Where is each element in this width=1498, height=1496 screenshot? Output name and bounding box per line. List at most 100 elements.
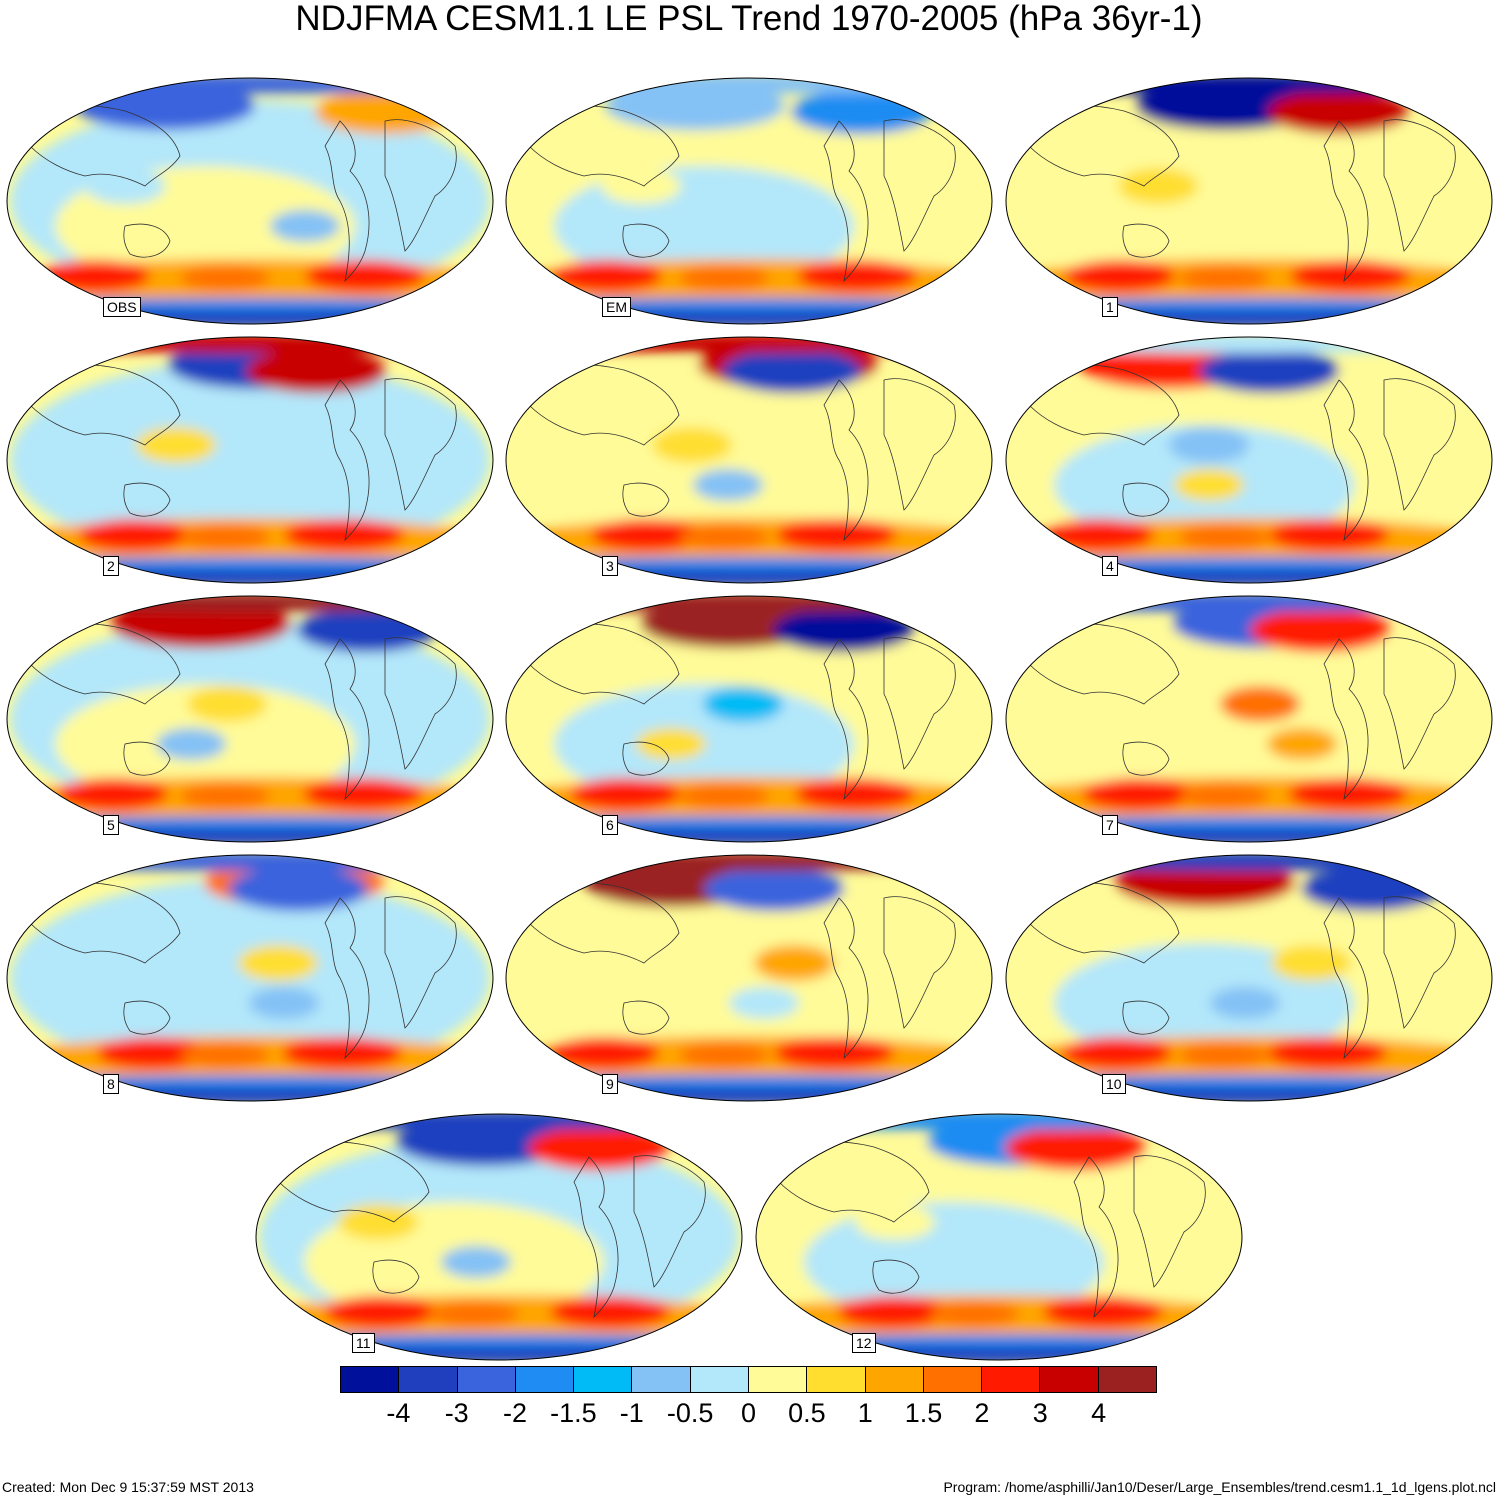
colorbar-tick-label: -1.5 <box>550 1398 597 1428</box>
program-path: Program: /home/asphilli/Jan10/Deser/Larg… <box>943 1479 1496 1495</box>
trend-contour <box>652 427 732 463</box>
map-panel: 12 <box>754 1112 1244 1362</box>
colorbar-swatch <box>632 1367 691 1392</box>
trend-contour <box>722 349 862 393</box>
trend-contour <box>55 425 355 545</box>
robinson-map <box>505 595 993 843</box>
trend-contour <box>506 596 984 612</box>
trend-contour <box>528 1126 668 1170</box>
colorbar-tick-label: 1.5 <box>904 1398 943 1428</box>
trend-contour <box>773 608 913 652</box>
colorbar-swatch <box>1098 1367 1156 1392</box>
trend-contour <box>1288 778 1408 810</box>
trend-contour <box>7 78 485 94</box>
trend-contour <box>187 686 267 722</box>
colorbar-tick-label: -3 <box>444 1398 469 1428</box>
trend-contour <box>429 1302 519 1326</box>
map-panel: 3 <box>504 335 994 585</box>
trend-contour <box>679 784 769 808</box>
trend-contour <box>703 686 783 722</box>
trend-contour <box>111 600 291 648</box>
colorbar-tick-label: -2 <box>503 1398 528 1428</box>
coastline <box>1023 882 1456 1060</box>
trend-contour <box>284 519 404 551</box>
coastline <box>773 1141 1206 1319</box>
map-border <box>1005 77 1493 325</box>
trend-contour <box>1179 784 1269 808</box>
coastline <box>24 623 457 801</box>
trend-contour <box>1231 210 1301 242</box>
map-border <box>1005 595 1493 843</box>
panel-label: EM <box>602 297 631 317</box>
trend-contour <box>180 266 270 290</box>
robinson-map <box>1005 336 1493 584</box>
trend-contour <box>1062 1037 1172 1069</box>
coastline <box>523 623 956 801</box>
colorbar-tick-label: 2 <box>974 1398 990 1428</box>
trend-contour <box>1009 298 1489 310</box>
trend-contour <box>213 469 283 501</box>
trend-contour <box>1220 686 1300 722</box>
trend-contour <box>1009 816 1489 828</box>
trend-contour <box>270 210 340 242</box>
trend-contour <box>550 1296 670 1328</box>
panel-label: 3 <box>602 556 618 576</box>
map-border <box>755 1113 1243 1361</box>
colorbar-tick-label: -4 <box>386 1398 411 1428</box>
trend-contour <box>601 168 681 204</box>
trend-contour <box>704 867 844 911</box>
trend-contour <box>552 260 662 292</box>
trend-contour <box>228 867 368 911</box>
trend-contour <box>1006 337 1484 353</box>
colorbar-swatch <box>982 1367 1041 1392</box>
colorbar-swatch <box>923 1367 983 1392</box>
trend-contour <box>929 1302 1019 1326</box>
coastline <box>1023 105 1456 283</box>
trend-contour <box>549 1037 659 1069</box>
trend-contour <box>693 469 763 501</box>
map-border <box>505 854 993 1102</box>
colorbar-swatch <box>865 1367 924 1392</box>
coastline <box>24 882 457 1060</box>
trend-contour <box>679 1043 769 1067</box>
coastline <box>24 364 457 542</box>
trend-contour <box>249 987 319 1019</box>
coastline <box>1023 364 1456 542</box>
coastline <box>523 105 956 283</box>
trend-contour <box>1179 1043 1269 1067</box>
robinson-map <box>6 595 494 843</box>
trend-contour <box>97 1037 207 1069</box>
trend-contour <box>1250 608 1390 652</box>
map-panel: 11 <box>254 1112 744 1362</box>
map-panel: 1 <box>1004 76 1494 326</box>
map-border <box>6 595 494 843</box>
colorbar-swatch <box>807 1367 866 1392</box>
trend-contour <box>1267 1037 1387 1069</box>
trend-contour <box>7 337 485 353</box>
panel-label: 2 <box>103 556 119 576</box>
trend-contour <box>10 816 490 828</box>
trend-contour <box>180 1043 270 1067</box>
trend-contour <box>506 78 984 94</box>
trend-contour <box>79 519 189 551</box>
trend-contour <box>441 1246 511 1278</box>
colorbar-tick-label: 4 <box>1091 1398 1107 1428</box>
colorbar <box>340 1366 1157 1393</box>
trend-contour <box>10 298 490 310</box>
robinson-map <box>505 336 993 584</box>
colorbar-tick-label: 3 <box>1032 1398 1048 1428</box>
trend-contour <box>679 266 769 290</box>
panel-label: 11 <box>352 1333 375 1353</box>
trend-contour <box>1267 728 1337 760</box>
map-panel: 5 <box>5 594 495 844</box>
map-border <box>505 336 993 584</box>
panel-label: OBS <box>103 297 141 317</box>
trend-contour <box>1179 525 1269 549</box>
colorbar-tick-label: -0.5 <box>666 1398 714 1428</box>
map-border <box>6 336 494 584</box>
panel-label: 8 <box>103 1074 119 1094</box>
trend-contour <box>256 1114 734 1130</box>
map-border <box>6 854 494 1102</box>
robinson-map <box>505 77 993 325</box>
colorbar-swatch <box>515 1367 575 1392</box>
